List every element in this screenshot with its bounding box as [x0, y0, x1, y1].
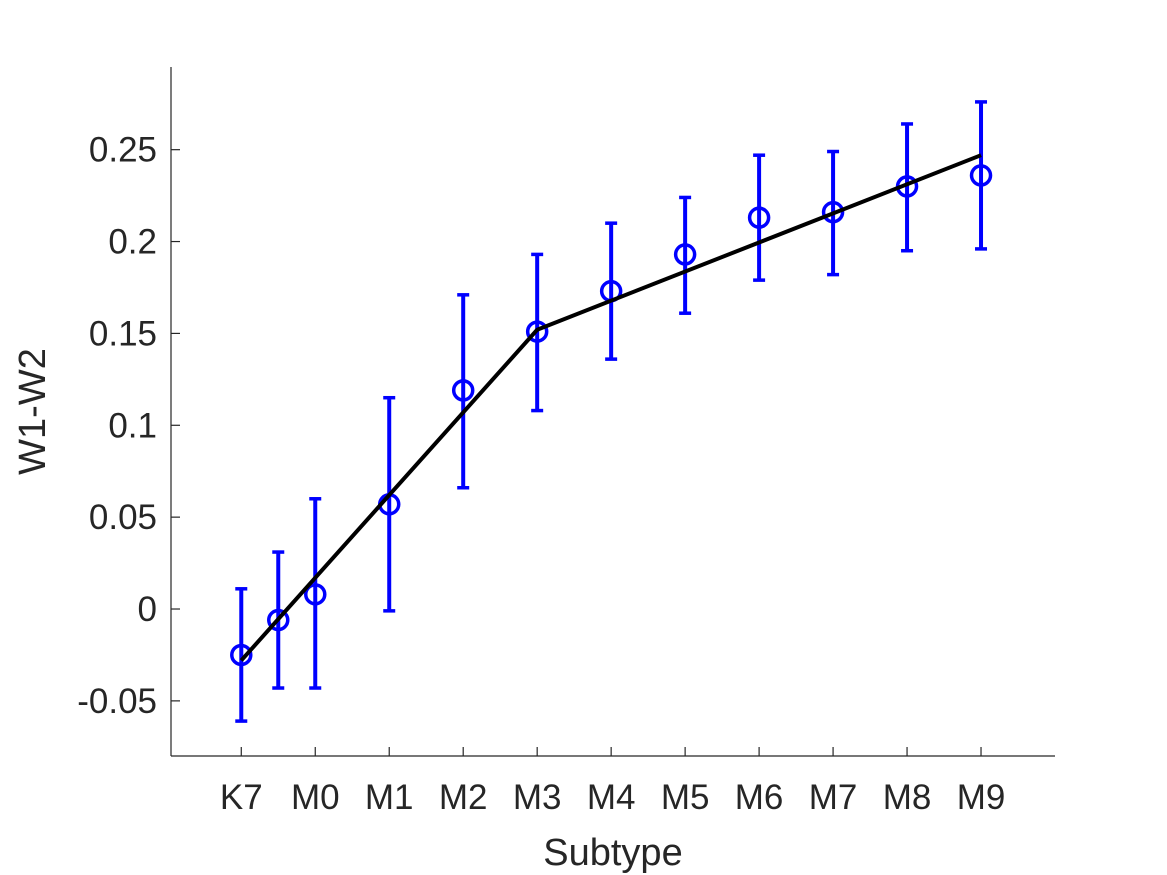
x-tick-label: M8: [883, 778, 932, 817]
errorbar-series: [230, 100, 993, 723]
data-point: [451, 293, 475, 490]
y-tick-label: 0.25: [89, 131, 157, 170]
plot-area: -0.05 0 0.05 0.1 0.15 0.2 0.25 K7 M0 M1 M2 M3 M4 M5 M…: [77, 67, 1055, 817]
point-marker: [969, 164, 993, 187]
y-ticks: -0.05 0 0.05 0.1 0.15 0.2 0.25: [77, 131, 180, 721]
point-marker: [451, 379, 475, 402]
y-axis-title: W1-W2: [12, 348, 54, 475]
y-tick-label: 0: [138, 590, 157, 629]
y-tick-label: 0.2: [108, 223, 157, 262]
x-tick-label: M9: [957, 778, 1006, 817]
y-tick-label: 0.15: [89, 314, 157, 353]
y-tick-label: 0.1: [108, 406, 157, 445]
data-point: [304, 497, 327, 690]
x-ticks: K7 M0 M1 M2 M3 M4 M5 M6 M7 M8 M9: [220, 747, 1005, 817]
data-point: [673, 195, 697, 315]
x-tick-label: M5: [661, 778, 710, 817]
fit-line-series: [239, 153, 982, 662]
y-tick-label: 0.05: [89, 498, 157, 537]
x-tick-label: M6: [735, 778, 784, 817]
point-marker: [304, 583, 327, 606]
point-marker: [267, 608, 290, 632]
point-marker: [821, 200, 845, 224]
x-axis-title: Subtype: [543, 832, 682, 874]
point-marker: [673, 243, 697, 266]
data-point: [747, 153, 771, 282]
x-tick-label: M7: [809, 778, 858, 817]
x-tick-label: M1: [365, 778, 414, 817]
x-tick-label: M0: [291, 778, 340, 817]
x-tick-label: M3: [513, 778, 562, 817]
x-tick-label: M2: [439, 778, 488, 817]
data-point: [599, 221, 623, 361]
x-tick-label: M4: [587, 778, 636, 817]
data-point: [230, 587, 253, 723]
point-marker: [525, 320, 549, 343]
point-marker: [747, 206, 771, 229]
data-point: [969, 100, 993, 251]
fit-line: [239, 153, 982, 662]
y-tick-label: -0.05: [77, 682, 157, 721]
x-tick-label: K7: [220, 778, 263, 817]
point-marker: [230, 643, 253, 667]
